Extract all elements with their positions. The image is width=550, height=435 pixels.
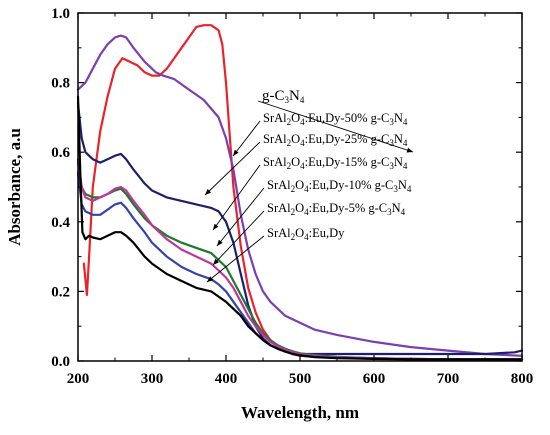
annotation-arrowhead	[205, 189, 212, 195]
annotation-arrowhead	[406, 147, 413, 153]
series-label: SrAl2O4:Eu,Dy-25% g-C3N4	[263, 132, 408, 148]
annotation-leader-line	[212, 210, 265, 266]
x-tick-label: 300	[141, 371, 164, 387]
annotation-leader-line	[212, 164, 261, 231]
x-axis-title: Wavelength, nm	[241, 403, 359, 422]
y-tick-label: 0.4	[51, 215, 70, 231]
y-tick-label: 0.0	[51, 354, 70, 370]
series-label: SrAl2O4:Eu,Dy-50% g-C3N4	[263, 111, 408, 127]
series-line-6	[76, 95, 524, 361]
y-tick-label: 1.0	[51, 6, 70, 22]
series-label: SrAl2O4:Eu,Dy-15% g-C3N4	[263, 155, 408, 171]
annotation-leader-line	[206, 235, 265, 283]
annotation-arrowhead	[207, 276, 214, 282]
x-tick-label: 700	[437, 371, 460, 387]
series-line-3	[76, 161, 524, 361]
annotation-arrowhead	[233, 149, 239, 156]
y-tick-label: 0.2	[51, 284, 70, 300]
x-tick-label: 200	[67, 371, 90, 387]
annotation-leader-line	[232, 120, 261, 157]
series-line-2	[76, 102, 524, 356]
series-line-1	[76, 34, 524, 357]
x-tick-label: 500	[289, 371, 312, 387]
annotation-arrowhead	[213, 258, 219, 265]
annotation-leader-line	[204, 141, 261, 196]
annotation-arrowhead	[217, 239, 223, 246]
y-tick-label: 0.6	[51, 145, 70, 161]
y-tick-label: 0.8	[51, 76, 70, 92]
x-tick-label: 400	[215, 371, 238, 387]
y-axis-title: Absorbance, a.u	[5, 128, 24, 246]
annotation-layer: g-C3N4 SrAl2O4:Eu,Dy-50% g-C3N4 SrAl2O4:Eu…	[204, 88, 414, 283]
series-line-0	[82, 24, 524, 361]
series-layer	[76, 24, 524, 361]
x-tick-label: 800	[511, 371, 534, 387]
ticks-layer: 200 300 400 500 600 700 800 0.0 0.2 0.4 0.6 0.8 1.0	[51, 6, 533, 387]
annotation-leader-line	[216, 187, 265, 247]
series-label: SrAl2O4:Eu,Dy-5% g-C3N4	[267, 201, 406, 217]
series-label: SrAl2O4:Eu,Dy-10% g-C3N4	[267, 178, 412, 194]
annotation-leader-line	[257, 100, 414, 153]
series-label: SrAl2O4:Eu,Dy	[267, 226, 345, 242]
series-label: g-C3N4	[262, 88, 305, 105]
x-tick-label: 600	[363, 371, 386, 387]
annotation-arrowhead	[213, 223, 219, 230]
